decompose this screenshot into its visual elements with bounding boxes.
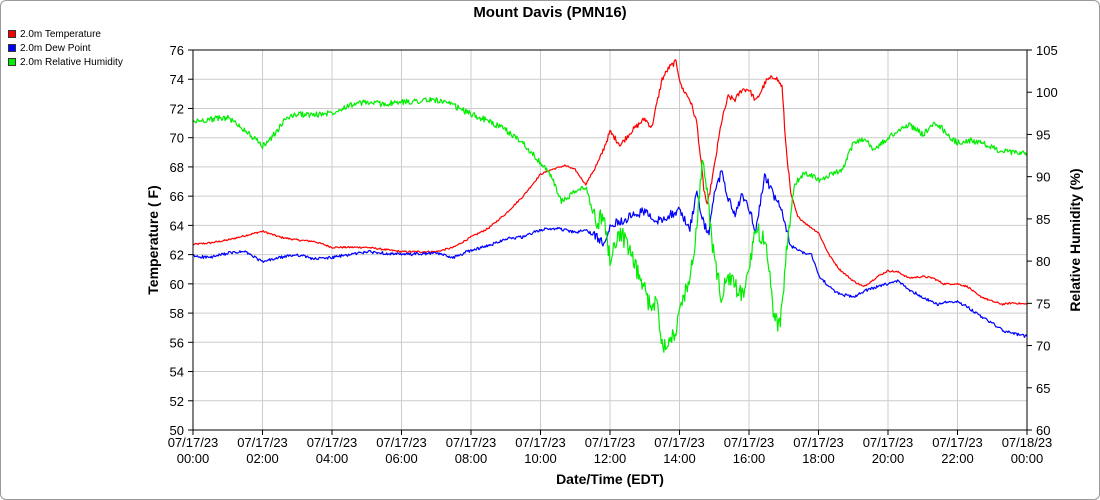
y2-tick-label: 85 [1036,212,1050,227]
x-axis-title: Date/Time (EDT) [556,471,664,487]
x-tick-time: 12:00 [594,451,627,466]
x-tick-date: 07/17/23 [307,435,358,450]
legend: 2.0m Temperature 2.0m Dew Point 2.0m Rel… [8,27,123,69]
x-tick-time: 20:00 [872,451,905,466]
y-tick-label: 58 [170,306,184,321]
legend-item-humidity: 2.0m Relative Humidity [8,55,123,69]
y2-tick-label: 70 [1036,339,1050,354]
y2-axis-title: Relative Humidity (%) [1067,168,1083,311]
x-tick-date: 07/17/23 [515,435,566,450]
y-tick-label: 62 [170,248,184,263]
y-tick-label: 64 [170,218,184,233]
legend-item-dew-point: 2.0m Dew Point [8,41,123,55]
x-tick-time: 04:00 [316,451,349,466]
legend-label-dew-point: 2.0m Dew Point [20,42,91,54]
y-tick-label: 70 [170,131,184,146]
legend-swatch-humidity [8,58,16,66]
x-tick-time: 18:00 [802,451,835,466]
dew-point-line [192,170,1028,338]
temperature-line [192,59,1028,306]
y2-tick-label: 90 [1036,170,1050,185]
x-tick-date: 07/17/23 [237,435,288,450]
y2-tick-label: 60 [1036,423,1050,438]
y-tick-label: 56 [170,335,184,350]
y2-tick-label: 65 [1036,381,1050,396]
x-tick-date: 07/17/23 [376,435,427,450]
y-tick-label: 54 [170,365,184,380]
x-tick-date: 07/17/23 [168,435,219,450]
y-tick-label: 74 [170,72,184,87]
y2-tick-label: 80 [1036,254,1050,269]
legend-item-temperature: 2.0m Temperature [8,27,123,41]
x-tick-date: 07/18/23 [1002,435,1053,450]
legend-swatch-dew-point [8,44,16,52]
y2-tick-label: 95 [1036,127,1050,142]
y-tick-label: 50 [170,423,184,438]
x-tick-time: 22:00 [941,451,974,466]
x-tick-time: 02:00 [246,451,279,466]
y-tick-label: 52 [170,394,184,409]
y-tick-label: 72 [170,101,184,116]
chart-title: Mount Davis (PMN16) [473,4,627,21]
x-tick-time: 14:00 [663,451,696,466]
y-tick-label: 68 [170,160,184,175]
x-tick-date: 07/17/23 [585,435,636,450]
x-tick-time: 00:00 [1011,451,1044,466]
y-tick-label: 60 [170,277,184,292]
x-tick-date: 07/17/23 [793,435,844,450]
y2-tick-label: 75 [1036,296,1050,311]
humidity-line [192,96,1028,353]
x-tick-time: 08:00 [455,451,488,466]
legend-swatch-temperature [8,30,16,38]
x-tick-time: 06:00 [385,451,418,466]
legend-label-temperature: 2.0m Temperature [20,28,101,40]
y-axis-title: Temperature ( F) [145,185,161,294]
grid [192,49,1028,431]
x-tick-date: 07/17/23 [932,435,983,450]
x-tick-time: 16:00 [733,451,766,466]
y2-tick-label: 105 [1036,43,1058,58]
x-tick-date: 07/17/23 [724,435,775,450]
y-tick-label: 66 [170,189,184,204]
x-tick-date: 07/17/23 [654,435,705,450]
x-tick-time: 10:00 [524,451,557,466]
legend-label-humidity: 2.0m Relative Humidity [20,56,123,68]
y-tick-label: 76 [170,43,184,58]
x-tick-date: 07/17/23 [446,435,497,450]
x-tick-time: 00:00 [177,451,210,466]
series-layer [192,59,1028,353]
y2-tick-label: 100 [1036,85,1058,100]
ticks: 50 52 54 56 58 60 62 64 66 68 70 72 74 76 60 65 70 75 80 85… [168,43,1058,466]
x-tick-date: 07/17/23 [863,435,914,450]
